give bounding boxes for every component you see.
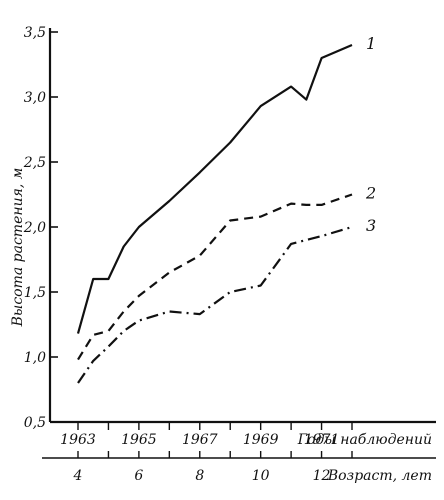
series-labels: 1 2 3 xyxy=(365,34,376,235)
y-tick-label: 1,0 xyxy=(24,350,46,366)
x-ticks: 1963 1965 1967 1969 1971 xyxy=(60,422,353,448)
age-tick-label: 4 xyxy=(73,468,83,484)
x-axis-label: Годы наблюдений xyxy=(297,432,432,448)
y-tick-label: 1,5 xyxy=(24,285,46,301)
age-tick-label: 10 xyxy=(252,468,270,484)
y-axis-label: Высота растения, м xyxy=(10,168,26,328)
series-lines xyxy=(76,43,353,384)
x-tick-label: 1963 xyxy=(60,432,96,448)
y-tick-label: 2,5 xyxy=(23,155,46,171)
age-ticks: 4 6 8 10 12 xyxy=(73,451,353,484)
y-ticks: 0,5 1,0 1,5 2,0 2,5 3,0 3,5 xyxy=(23,25,58,431)
y-tick-label: 0,5 xyxy=(24,415,46,431)
age-axis-label: Возраст, лет xyxy=(327,468,432,484)
y-tick-label: 3,0 xyxy=(24,90,46,106)
series-label-1: 1 xyxy=(366,34,376,53)
age-tick-label: 6 xyxy=(134,468,143,484)
x-tick-label: 1965 xyxy=(121,432,157,448)
series-line-1 xyxy=(76,43,353,334)
age-tick-label: 12 xyxy=(313,468,331,484)
series-line-3 xyxy=(77,225,353,384)
series-line-2 xyxy=(77,193,353,361)
x-tick-label: 1967 xyxy=(182,432,218,448)
series-label-3: 3 xyxy=(366,216,376,235)
age-tick-label: 8 xyxy=(195,468,204,484)
axes xyxy=(42,28,436,459)
series-label-2: 2 xyxy=(365,184,376,203)
x-tick-label: 1971 xyxy=(304,432,340,448)
y-tick-label: 3,5 xyxy=(24,25,46,41)
x-tick-label: 1969 xyxy=(243,432,279,448)
y-tick-label: 2,0 xyxy=(23,220,46,236)
